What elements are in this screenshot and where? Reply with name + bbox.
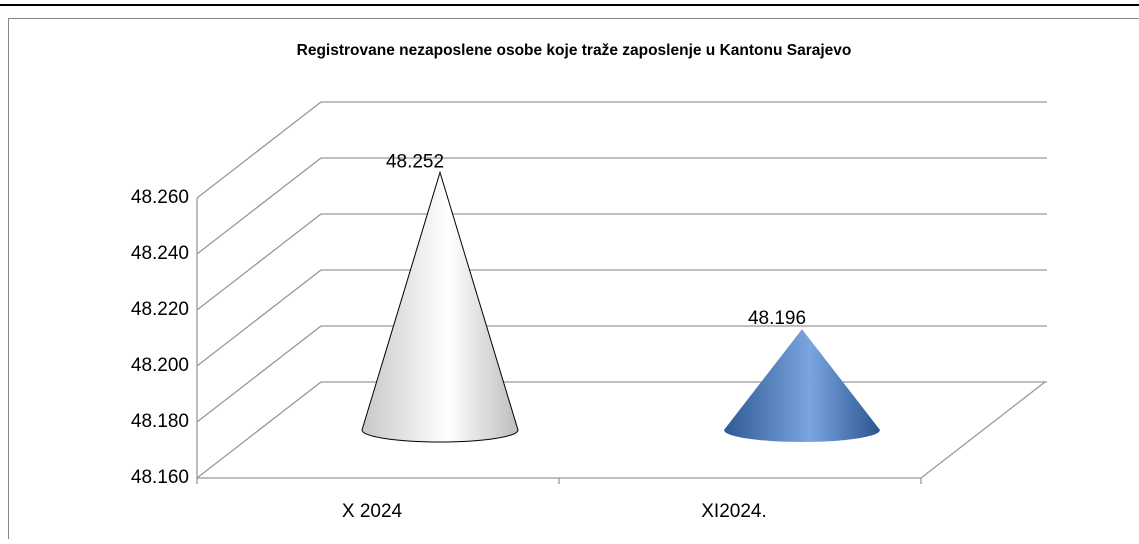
grid-line — [197, 214, 1047, 310]
cone — [724, 329, 880, 442]
cone-body — [724, 329, 880, 442]
value-label: 48.196 — [748, 308, 806, 329]
y-tick-label: 48.200 — [131, 355, 189, 376]
grid-line — [197, 382, 1047, 478]
grid-line — [197, 326, 1047, 422]
y-tick-label: 48.220 — [131, 299, 189, 320]
y-tick-label: 48.260 — [131, 187, 189, 208]
grid-line — [197, 270, 1047, 366]
chart-title: Registrovane nezaposlene osobe koje traž… — [297, 42, 852, 59]
floor — [197, 382, 1045, 478]
x-tick-label: X 2024 — [342, 501, 403, 522]
value-label: 48.252 — [386, 151, 444, 172]
grid-line — [197, 102, 1047, 198]
x-tick-label: XI2024. — [701, 501, 767, 522]
chart-border — [9, 19, 1139, 540]
y-tick-label: 48.240 — [131, 243, 189, 264]
cone-body — [362, 172, 518, 442]
cone — [362, 172, 518, 442]
y-tick-label: 48.180 — [131, 411, 189, 432]
grid-line — [197, 158, 1047, 254]
y-tick-label: 48.160 — [131, 467, 189, 488]
